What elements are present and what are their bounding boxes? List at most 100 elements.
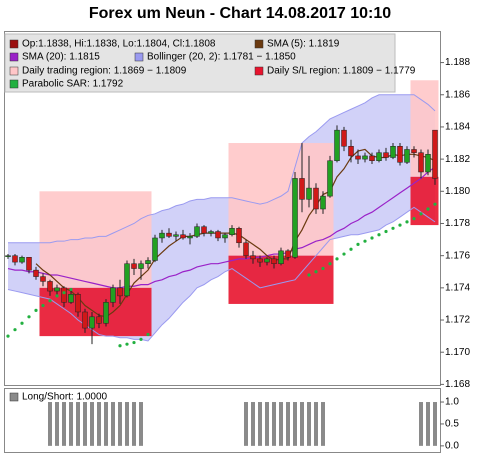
- candle-body: [418, 152, 424, 173]
- sar-dot: [398, 223, 402, 227]
- long-short-bar: [258, 402, 262, 446]
- long-short-bar: [139, 402, 143, 446]
- long-short-bar: [300, 402, 304, 446]
- candle-body: [306, 187, 312, 200]
- long-short-bar: [426, 402, 430, 446]
- candle-body: [68, 294, 74, 303]
- long-short-bar: [265, 402, 269, 446]
- sma5-line: [35, 148, 436, 318]
- candle-body: [33, 269, 39, 277]
- y-tick-label: 1.170: [445, 347, 470, 358]
- sar-dot: [41, 303, 45, 308]
- candle-body: [432, 129, 438, 179]
- candle-body: [250, 255, 256, 260]
- candle-body: [61, 287, 67, 303]
- candle-body: [285, 250, 291, 258]
- candle-body: [390, 145, 396, 158]
- candle-body: [278, 250, 284, 264]
- candle-body: [236, 228, 242, 244]
- long-short-bar: [433, 402, 437, 446]
- candle-body: [411, 149, 417, 153]
- panel-legend-swatch: [9, 392, 19, 402]
- candle-body: [40, 276, 46, 282]
- long-short-bar: [419, 402, 423, 446]
- sar-dot: [384, 229, 388, 234]
- candle-body: [194, 226, 200, 237]
- candle-body: [180, 234, 186, 239]
- long-short-bar: [293, 402, 297, 446]
- candle-body: [187, 236, 193, 239]
- sar-dot: [314, 270, 318, 274]
- sar-dot: [132, 340, 136, 345]
- candle-body: [369, 155, 375, 161]
- candle-body: [334, 129, 340, 161]
- long-short-bar: [90, 402, 94, 446]
- sar-dot: [342, 252, 346, 256]
- sar-dot: [20, 321, 24, 325]
- candle-body: [292, 178, 298, 258]
- y-tick-label: 1.178: [445, 218, 470, 229]
- long-short-bar: [244, 402, 248, 446]
- candle-body: [152, 237, 158, 261]
- legend-swatch: [9, 79, 19, 89]
- panel-label: Long/Short: 1.0000: [22, 392, 108, 403]
- sar-dot: [433, 202, 437, 206]
- sar-dot: [62, 291, 66, 295]
- long-short-bar: [251, 402, 255, 446]
- long-short-bar: [111, 402, 115, 446]
- candle-body: [117, 287, 123, 297]
- sar-dot: [419, 212, 423, 216]
- y-tick-label: 1.186: [445, 89, 470, 100]
- candle-body: [12, 255, 18, 263]
- sar-dot: [69, 287, 73, 292]
- sar-dot: [405, 220, 409, 224]
- legend-swatch: [254, 39, 264, 49]
- long-short-bar: [97, 402, 101, 446]
- long-short-bar: [307, 402, 311, 446]
- y-tick-label: 1.180: [445, 186, 470, 197]
- sar-dot: [13, 328, 17, 332]
- long-short-bar: [321, 402, 325, 446]
- sar-dot: [48, 299, 52, 303]
- candle-body: [131, 263, 137, 269]
- bollinger-lower: [7, 206, 436, 342]
- candle-body: [96, 316, 102, 324]
- sar-dot: [34, 308, 38, 312]
- candle-body: [243, 242, 249, 256]
- long-short-bar: [132, 402, 136, 446]
- sar-dot: [55, 294, 59, 298]
- sar-dot: [6, 334, 10, 338]
- sar-dot: [426, 207, 430, 211]
- y-tick-label: 1.188: [445, 57, 470, 68]
- sar-dot: [328, 262, 332, 266]
- candle-body: [138, 263, 144, 269]
- candle-body: [355, 155, 361, 160]
- candle-body: [215, 231, 221, 239]
- candle-body: [222, 234, 228, 239]
- candle-body: [271, 258, 277, 264]
- long-short-bar: [279, 402, 283, 446]
- candle-body: [54, 287, 60, 292]
- long-short-bar: [104, 402, 108, 446]
- candle-body: [208, 231, 214, 234]
- sar-dot: [391, 226, 395, 230]
- candle-body: [110, 287, 116, 303]
- sar-dot: [335, 257, 339, 261]
- y-tick-label: 1.182: [445, 154, 470, 165]
- candle-body: [173, 234, 179, 237]
- y-tick-label: 1.174: [445, 282, 470, 293]
- sar-dot: [356, 242, 360, 246]
- candle-body: [397, 145, 403, 163]
- legend-swatch: [254, 66, 264, 76]
- candle-body: [376, 152, 382, 161]
- long-short-bar: [286, 402, 290, 446]
- y-tick-label: 1.168: [445, 379, 470, 390]
- sar-dot: [118, 344, 122, 348]
- candle-body: [5, 255, 11, 257]
- sar-dot: [307, 273, 311, 277]
- legend-swatch: [9, 39, 19, 49]
- y-tick-label: 1.184: [445, 122, 470, 133]
- sar-dot: [377, 233, 381, 237]
- candle-body: [313, 187, 319, 210]
- legend-swatch: [9, 66, 19, 76]
